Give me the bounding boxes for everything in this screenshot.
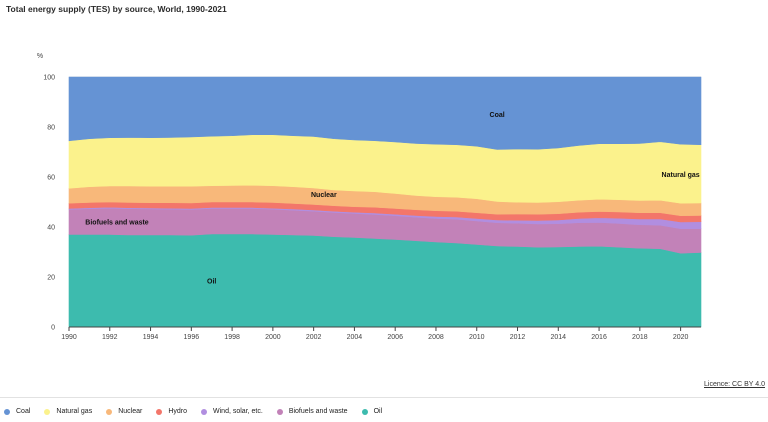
axes: 0 20 40 60 80 100% 1990 1992 1994 1996 1998 2000 200… <box>37 53 701 341</box>
x-tick-label: 2004 <box>347 334 363 341</box>
annotation-oil: Oil <box>207 278 216 285</box>
x-tick-label: 2010 <box>469 334 485 341</box>
x-tick-label: 2002 <box>306 334 322 341</box>
annotation-natural-gas: Natural gas <box>662 172 700 179</box>
y-tick-label: 60 <box>47 175 55 182</box>
legend-label: Hydro <box>168 408 188 415</box>
x-tick-label: 1998 <box>224 334 240 341</box>
annotation-biofuels-and-waste: Biofuels and waste <box>85 220 149 227</box>
legend-label: Wind, solar, etc. <box>213 408 263 415</box>
legend-swatch <box>44 408 51 415</box>
legend-item-nuclear[interactable]: Nuclear <box>106 408 142 415</box>
legend-swatch <box>156 408 163 415</box>
legend-label: Oil <box>373 408 383 415</box>
x-tick-label: 2014 <box>551 334 567 341</box>
legend-item-biofuels-and-waste[interactable]: Biofuels and waste <box>276 408 348 415</box>
legend-swatch <box>106 408 113 415</box>
x-tick-label: 2020 <box>673 334 689 341</box>
x-tick-label: 1990 <box>61 334 77 341</box>
y-tick-label: 0 <box>51 325 55 332</box>
legend-swatch <box>361 408 368 415</box>
legend-swatch <box>201 408 208 415</box>
area-coal[interactable] <box>68 76 702 150</box>
series-annotations: Coal Natural gas Nuclear Biofuels and waste… <box>85 112 699 285</box>
annotation-coal: Coal <box>490 112 505 119</box>
x-tick-label: 2008 <box>428 334 444 341</box>
x-tick-label: 1992 <box>102 334 118 341</box>
stacked-areas <box>68 76 702 328</box>
legend-label: Biofuels and waste <box>288 408 348 415</box>
annotation-nuclear: Nuclear <box>311 192 337 199</box>
x-tick-label: 2016 <box>591 334 607 341</box>
x-tick-label: 1996 <box>184 334 200 341</box>
chart-title: Total energy supply (TES) by source, Wor… <box>6 4 227 14</box>
y-tick-label: 100 <box>43 75 55 82</box>
x-tick-label: 2018 <box>632 334 648 341</box>
legend-item-wind-solar-etc[interactable]: Wind, solar, etc. <box>201 408 263 415</box>
y-tick-label: 40 <box>47 225 55 232</box>
legend-divider <box>0 397 768 398</box>
legend-swatch <box>276 408 283 415</box>
area-oil[interactable] <box>68 233 702 328</box>
x-tick-label: 2000 <box>265 334 281 341</box>
y-tick-label: 20 <box>47 275 55 282</box>
legend-label: Coal <box>16 408 31 415</box>
y-axis-unit: % <box>37 53 43 60</box>
x-tick-label: 1994 <box>143 334 159 341</box>
x-tick-label: 2012 <box>510 334 526 341</box>
chart-legend: Coal Natural gas Nuclear Hydro Wind, solar, … <box>4 408 382 415</box>
legend-label: Nuclear <box>118 408 143 415</box>
legend-item-oil[interactable]: Oil <box>361 408 383 415</box>
y-tick-label: 80 <box>47 125 55 132</box>
legend-swatch <box>4 408 10 415</box>
legend-item-hydro[interactable]: Hydro <box>156 408 187 415</box>
x-tick-label: 2006 <box>387 334 403 341</box>
legend-item-natural-gas[interactable]: Natural gas <box>44 408 92 415</box>
legend-item-coal[interactable]: Coal <box>4 408 30 415</box>
area-chart: 0 20 40 60 80 100% 1990 1992 1994 1996 1998 2000 200… <box>37 53 702 341</box>
legend-label: Natural gas <box>56 408 93 415</box>
licence-link[interactable]: Licence: CC BY 4.0 <box>704 381 765 388</box>
